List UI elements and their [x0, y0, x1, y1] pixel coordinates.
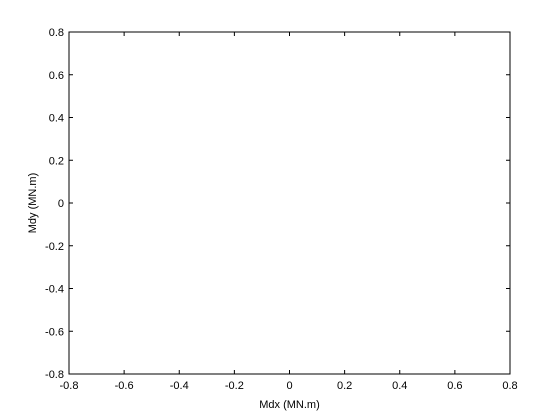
x-tick-label: -0.8 [60, 380, 79, 392]
x-tick-label: -0.2 [225, 380, 244, 392]
x-tick-label: 0.2 [337, 380, 352, 392]
x-tick-label: 0.8 [502, 380, 517, 392]
y-tick-label: -0.6 [45, 326, 64, 338]
axis-ticks [68, 31, 511, 375]
y-tick-labels: -0.8 -0.6 -0.4 -0.2 0 0.2 0.4 0.6 0.8 [45, 27, 64, 381]
y-tick-label: 0.8 [49, 27, 64, 39]
y-tick-label: 0.2 [49, 155, 64, 167]
y-tick-label: -0.8 [45, 369, 64, 381]
x-tick-labels: -0.8 -0.6 -0.4 -0.2 0 0.2 0.4 0.6 0.8 [60, 380, 518, 392]
y-tick-label: -0.2 [45, 241, 64, 253]
plot-frame [68, 31, 511, 375]
x-tick-label: -0.6 [115, 380, 134, 392]
x-tick-label: 0 [286, 380, 292, 392]
x-tick-label: -0.4 [170, 380, 189, 392]
y-axis-label: Mdy (MN.m) [27, 173, 39, 234]
x-tick-label: 0.6 [447, 380, 462, 392]
y-tick-label: 0 [58, 198, 64, 210]
y-tick-label: 0.6 [49, 70, 64, 82]
y-tick-label: -0.4 [45, 284, 64, 296]
x-tick-label: 0.4 [392, 380, 407, 392]
x-axis-label: Mdx (MN.m) [259, 399, 320, 411]
y-tick-label: 0.4 [49, 113, 64, 125]
